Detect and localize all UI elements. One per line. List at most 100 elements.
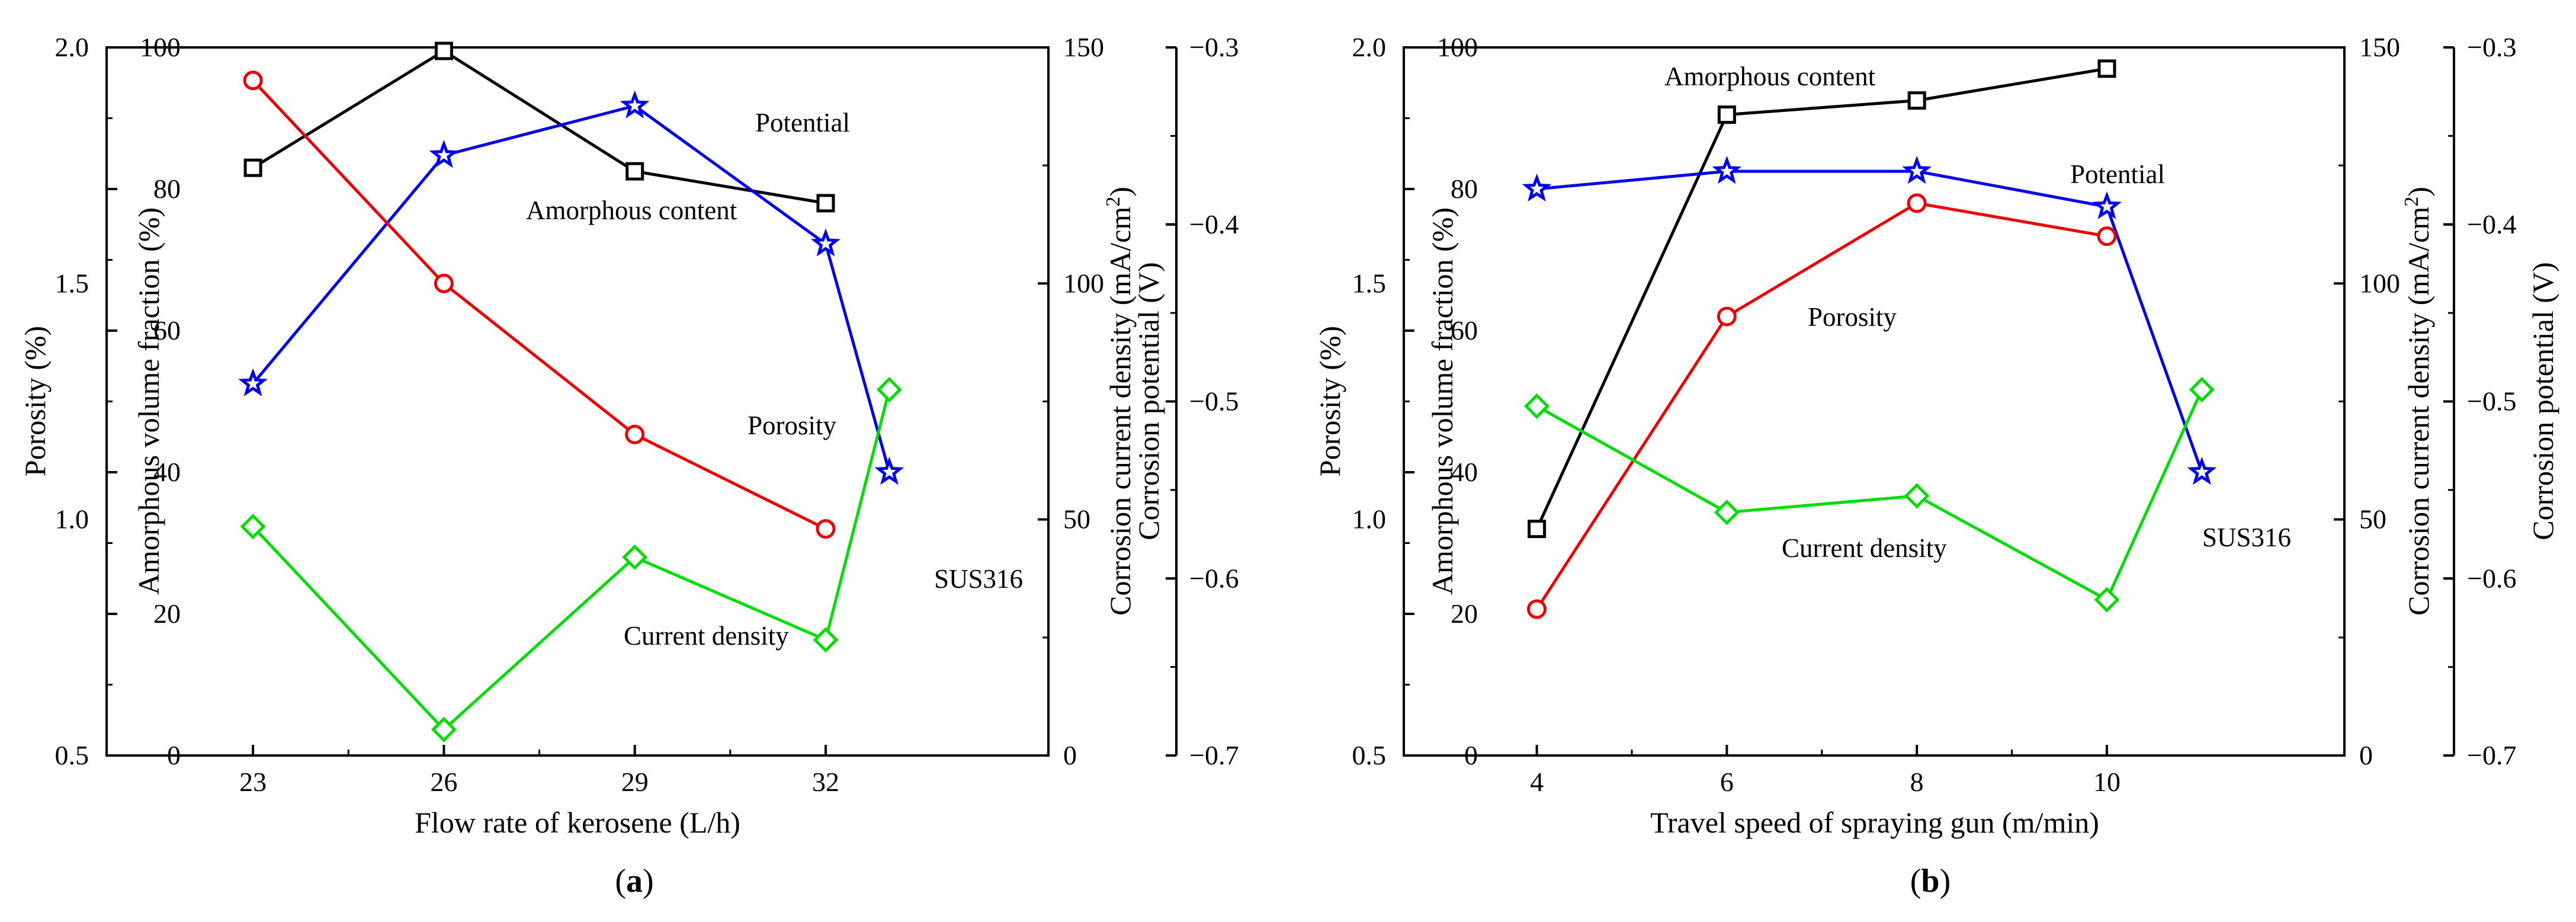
current-ticks-b: 0 50 100 150	[2334, 32, 2400, 770]
potential-tick-label: −0.7	[1189, 740, 1239, 770]
diamond-marker	[2094, 587, 2120, 613]
amorphous-ticks-a: 0 20 40 60 80 100	[107, 32, 181, 770]
star-marker	[874, 456, 904, 485]
x-tick-label: 4	[1530, 767, 1544, 797]
annotation-potential-a: Potential	[755, 108, 850, 137]
amorphous-tick-label: 60	[153, 315, 181, 345]
amorphous-tick-label: 20	[153, 598, 181, 629]
x-ticks-b: 4 6 8 10	[1530, 745, 2121, 797]
series-line-amorphous-content	[1535, 67, 2107, 530]
amorphous-axis-label-b: Amorphous volume fraction (%)	[1426, 207, 1459, 595]
porosity-tick-label: 1.0	[55, 504, 89, 534]
potential-ticks-a: −0.7 −0.6 −0.5 −0.4 −0.3	[1166, 32, 1239, 770]
potential-tick-label: −0.7	[2467, 740, 2516, 770]
circle-marker	[1907, 193, 1927, 213]
porosity-axis-label-b: Porosity (%)	[1313, 326, 1346, 476]
potential-tick-label: −0.3	[1189, 32, 1239, 62]
porosity-tick-label: 2.0	[55, 32, 89, 62]
annotation-current-b: Current density	[1782, 533, 1947, 563]
star-marker	[1902, 155, 1932, 184]
porosity-tick-label: 1.0	[1352, 504, 1387, 534]
current-tick-label: 100	[2359, 268, 2400, 298]
series-a	[238, 41, 904, 742]
square-marker	[1528, 520, 1547, 539]
potential-ticks-b: −0.7 −0.6 −0.5 −0.4 −0.3	[2443, 32, 2516, 770]
square-marker	[1907, 91, 1926, 110]
amorphous-tick-label: 20	[1451, 598, 1478, 629]
annotation-sus-b: SUS316	[2202, 523, 2291, 552]
circle-marker	[625, 424, 645, 444]
series-line-amorphous-content	[252, 49, 826, 205]
x-tick-label: 29	[621, 767, 649, 797]
circle-marker	[243, 71, 263, 91]
current-tick-label: 0	[2359, 740, 2373, 770]
current-axis-label-sup-b: 2	[2401, 197, 2423, 207]
annotation-amorphous-b: Amorphous content	[1664, 62, 1876, 91]
amorphous-tick-label: 100	[140, 32, 181, 62]
potential-tick-label: −0.4	[1189, 209, 1239, 239]
current-tick-label: 150	[1063, 32, 1104, 62]
amorphous-tick-label: 80	[1451, 174, 1478, 204]
porosity-tick-label: 1.5	[55, 268, 89, 298]
current-axis-label-sup-a: 2	[1102, 197, 1124, 207]
panel-label-b: (b)	[1910, 863, 1951, 899]
diamond-marker	[813, 627, 839, 653]
current-tick-label: 100	[1063, 268, 1104, 298]
x-ticks-a: 23 26 29 32	[239, 745, 839, 797]
current-axis-label-b: Corrosion current density (mA/cm2)	[2401, 187, 2435, 616]
square-marker	[1717, 105, 1736, 124]
x-tick-label: 26	[430, 767, 457, 797]
diamond-marker	[431, 716, 457, 742]
amorphous-tick-label: 0	[1464, 740, 1478, 770]
series-line-porosity	[1535, 201, 2107, 610]
potential-tick-label: −0.6	[1189, 563, 1239, 593]
amorphous-tick-label: 40	[1451, 457, 1478, 487]
current-tick-label: 50	[1063, 504, 1090, 534]
potential-axis-label-a: Corrosion potential (V)	[1132, 262, 1165, 540]
potential-tick-label: −0.5	[1189, 386, 1239, 417]
star-marker	[811, 228, 841, 257]
current-axis-label-end-a: )	[1103, 187, 1137, 197]
star-marker	[238, 368, 268, 396]
x-tick-label: 10	[2093, 767, 2121, 797]
porosity-tick-label: 2.0	[1352, 32, 1387, 62]
current-axis-label-text-b: Corrosion current density (mA/cm	[2402, 207, 2435, 616]
x-tick-label: 8	[1910, 767, 1924, 797]
amorphous-axis-label-a: Amorphous volume fraction (%)	[132, 207, 165, 595]
series-line-current-density	[252, 389, 891, 732]
porosity-tick-label: 0.5	[1352, 740, 1387, 770]
star-marker	[429, 140, 459, 168]
plot-frame-a	[105, 46, 1050, 757]
annotation-porosity-b: Porosity	[1808, 302, 1897, 332]
star-marker	[2092, 191, 2122, 219]
series-line-porosity	[252, 79, 827, 530]
square-marker	[816, 194, 835, 213]
annotation-potential-b: Potential	[2070, 159, 2165, 189]
amorphous-tick-label: 80	[153, 174, 181, 204]
star-marker	[1522, 173, 1552, 202]
square-marker	[434, 41, 453, 60]
plot-frame-b	[1403, 46, 2346, 757]
panel-label-a: (a)	[615, 863, 653, 899]
current-axis-label-end-b: )	[2402, 187, 2435, 197]
amorphous-tick-label: 100	[1437, 32, 1478, 62]
annotation-sus-a: SUS316	[934, 564, 1023, 594]
current-ticks-a: 0 50 100 150	[1038, 32, 1104, 770]
porosity-axis-label-a: Porosity (%)	[18, 326, 52, 476]
potential-tick-label: −0.6	[2467, 563, 2516, 593]
diamond-marker	[2189, 377, 2215, 403]
current-tick-label: 0	[1063, 740, 1077, 770]
x-tick-label: 6	[1720, 767, 1734, 797]
current-axis-label-text-a: Corrosion current density (mA/cm	[1103, 207, 1137, 616]
current-axis-label-a: Corrosion current density (mA/cm2)	[1102, 187, 1137, 616]
porosity-ticks-b: 0.5 1.0 1.5 2.0	[1352, 32, 1387, 770]
amorphous-tick-label: 40	[153, 457, 181, 487]
porosity-tick-label: 0.5	[55, 740, 89, 770]
circle-marker	[2097, 226, 2117, 246]
series-b	[1522, 59, 2217, 619]
diamond-marker	[240, 514, 266, 540]
circle-marker	[1527, 599, 1547, 619]
circle-marker	[816, 519, 836, 539]
panel-b: 4 6 8 10 0.5 1.0 1.5 2.0 0 20 40 60 80 100 0 50 100 15…	[1313, 32, 2559, 899]
